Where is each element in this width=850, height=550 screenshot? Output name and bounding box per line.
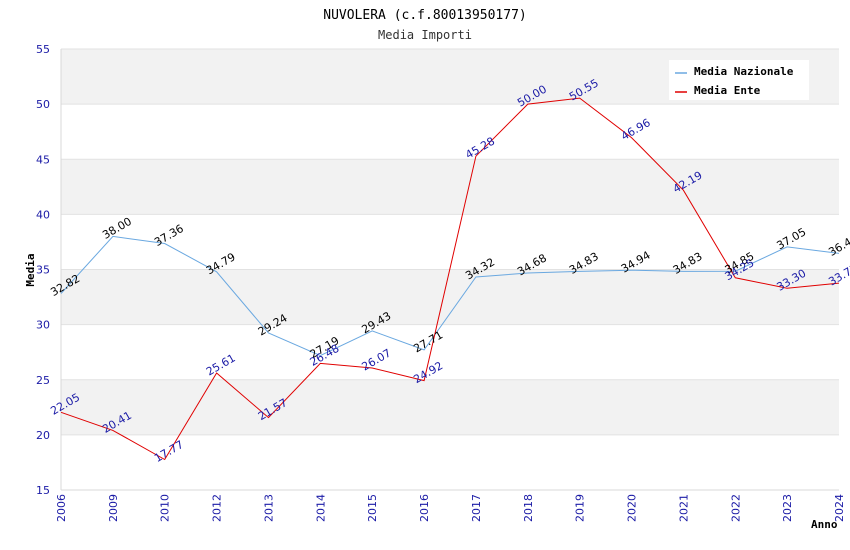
- x-tick-2009: 2009: [107, 494, 120, 522]
- y-axis-label: Media: [24, 253, 37, 286]
- x-tick-2019: 2019: [574, 494, 587, 522]
- series-line-ente: [60, 97, 840, 461]
- x-tick-2015: 2015: [366, 494, 379, 522]
- data-label-ente-2017: 45.28: [463, 135, 497, 162]
- y-tick-45: 45: [36, 153, 50, 166]
- x-tick-2023: 2023: [781, 494, 794, 522]
- x-tick-2013: 2013: [262, 494, 275, 522]
- x-tick-2024: 2024: [833, 494, 846, 522]
- x-tick-2022: 2022: [729, 494, 742, 522]
- x-tick-labels: 2006 2009 2010 2012 2013 2014 2015 2016 2017 2018…: [55, 494, 846, 522]
- data-label-nazionale-2010: 37.36: [152, 222, 186, 249]
- legend-label-nazionale: Media Nazionale: [694, 65, 794, 78]
- data-label-nazionale-2016: 27.71: [411, 328, 445, 355]
- data-label-ente-2024: 33.77: [826, 262, 850, 289]
- y-tick-15: 15: [36, 484, 50, 497]
- data-label-nazionale-2024: 36.46: [826, 232, 850, 259]
- x-tick-2014: 2014: [314, 494, 327, 522]
- y-tick-30: 30: [36, 319, 50, 332]
- band-30-35: [61, 269, 839, 325]
- series-line-nazionale: [60, 235, 840, 357]
- y-tick-20: 20: [36, 429, 50, 442]
- chart-subtitle: Media Importi: [378, 28, 472, 42]
- series-lines: [60, 97, 840, 461]
- y-tick-55: 55: [36, 43, 50, 56]
- x-tick-2016: 2016: [418, 494, 431, 522]
- y-tick-35: 35: [36, 264, 50, 277]
- x-axis-label: Anno: [811, 518, 838, 531]
- y-tick-25: 25: [36, 374, 50, 387]
- y-tick-50: 50: [36, 98, 50, 111]
- data-label-ente-2012: 25.61: [204, 351, 238, 378]
- chart-title: NUVOLERA (c.f.80013950177): [323, 8, 527, 23]
- band-20-25: [61, 379, 839, 435]
- y-tick-labels: 15 20 25 30 35 40 45 50 55: [36, 43, 50, 497]
- data-label-ente-2020: 46.96: [619, 116, 653, 143]
- y-tick-40: 40: [36, 208, 50, 221]
- plot-background-bands: [61, 49, 839, 435]
- legend: Media Nazionale Media Ente: [669, 60, 809, 100]
- x-tick-2006: 2006: [55, 494, 68, 522]
- axes: [60, 49, 839, 491]
- x-tick-2020: 2020: [626, 494, 639, 522]
- band-40-45: [61, 159, 839, 215]
- x-tick-2021: 2021: [677, 494, 690, 522]
- x-tick-2017: 2017: [470, 494, 483, 522]
- data-label-nazionale-2023: 37.05: [774, 225, 808, 252]
- legend-box: [669, 60, 809, 100]
- x-tick-2010: 2010: [159, 494, 172, 522]
- legend-label-ente: Media Ente: [694, 84, 761, 97]
- x-tick-2012: 2012: [211, 494, 224, 522]
- data-label-nazionale-2009: 38.00: [100, 215, 134, 242]
- data-label-ente-2010: 17.77: [152, 438, 186, 465]
- x-tick-2018: 2018: [522, 494, 535, 522]
